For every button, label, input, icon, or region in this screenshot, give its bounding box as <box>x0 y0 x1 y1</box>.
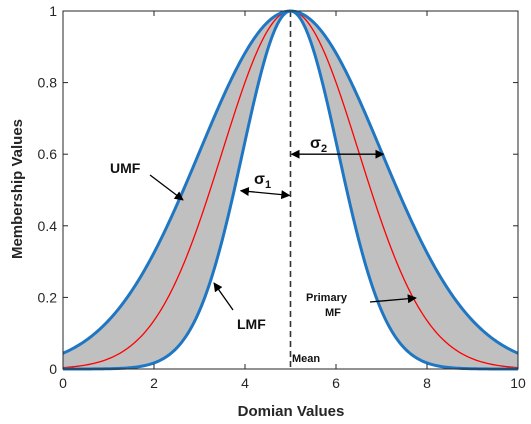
x-axis-title: Domian Values <box>238 403 345 420</box>
axes: 0 2 4 6 8 10 0 0.2 0.4 0.6 0.8 1 <box>38 3 526 391</box>
axes-box <box>62 10 519 370</box>
x-tick-label: 0 <box>59 375 67 391</box>
sigma2-subscript: 2 <box>321 143 327 155</box>
sigma2-label: σ2 <box>310 135 327 155</box>
primary-mf-label-line2: MF <box>325 307 341 319</box>
y-tick-label: 0.2 <box>38 289 58 305</box>
umf-arrow <box>149 174 184 201</box>
y-tick-label: 0.4 <box>38 218 58 234</box>
mean-label: Mean <box>292 353 320 365</box>
primary-mf-arrow <box>369 294 417 304</box>
sigma1-symbol: σ <box>254 171 265 188</box>
lmf-arrow <box>213 282 234 311</box>
y-tick-label: 0 <box>49 361 57 377</box>
plot-area <box>62 9 519 371</box>
y-tick-label: 1 <box>49 3 57 19</box>
y-tick-label: 0.8 <box>38 75 58 91</box>
x-tick-label: 8 <box>423 375 431 391</box>
y-tick-label: 0.6 <box>38 146 58 162</box>
x-tick-label: 2 <box>150 375 158 391</box>
sigma1-arrow <box>239 186 291 200</box>
sigma1-subscript: 1 <box>265 179 271 191</box>
primary-mf-label-line1: Primary <box>306 292 348 304</box>
sigma2-symbol: σ <box>310 135 321 152</box>
x-tick-label: 6 <box>332 375 340 391</box>
umf-label: UMF <box>110 160 141 176</box>
lmf-label: LMF <box>237 316 266 332</box>
x-tick-label: 10 <box>510 375 526 391</box>
y-axis-title: Membership Values <box>9 119 26 259</box>
sigma1-label: σ1 <box>254 171 271 191</box>
x-tick-label: 4 <box>241 375 249 391</box>
